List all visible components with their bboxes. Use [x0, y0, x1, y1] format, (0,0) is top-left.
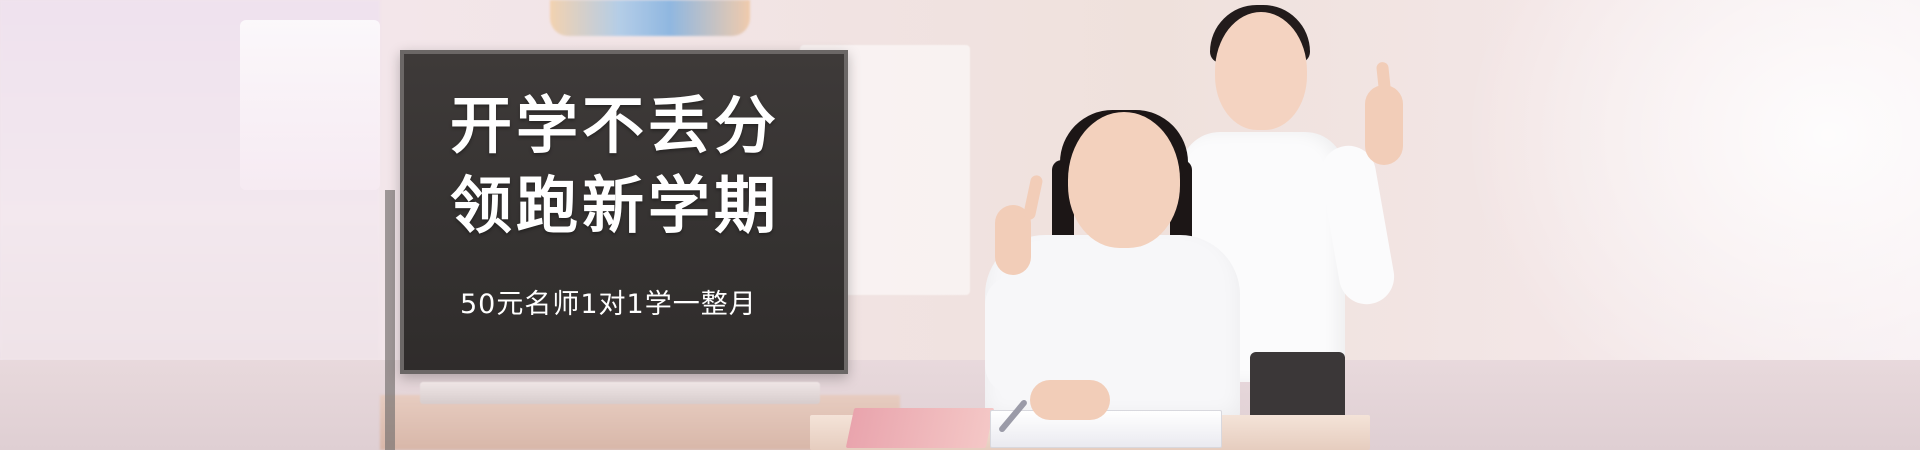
teacher-pants [1250, 352, 1345, 422]
background-decoration [550, 0, 750, 36]
blackboard [400, 50, 848, 374]
blackboard-tray [420, 382, 820, 404]
teacher-face [1215, 12, 1307, 130]
open-book [990, 410, 1222, 448]
student-arm [985, 275, 1045, 395]
background-window [240, 20, 380, 190]
blackboard-stand [385, 190, 395, 450]
banner-headline: 开学不丢分 领跑新学期 [450, 86, 780, 246]
headline-line-2: 领跑新学期 [450, 169, 781, 242]
student-desk-hand [1030, 380, 1110, 420]
student-face [1068, 112, 1180, 248]
student-finger [1022, 174, 1044, 221]
headline-line-1: 开学不丢分 [450, 89, 781, 162]
closed-book [845, 408, 995, 448]
banner-subtitle: 50元名师1对1学一整月 [460, 289, 757, 320]
